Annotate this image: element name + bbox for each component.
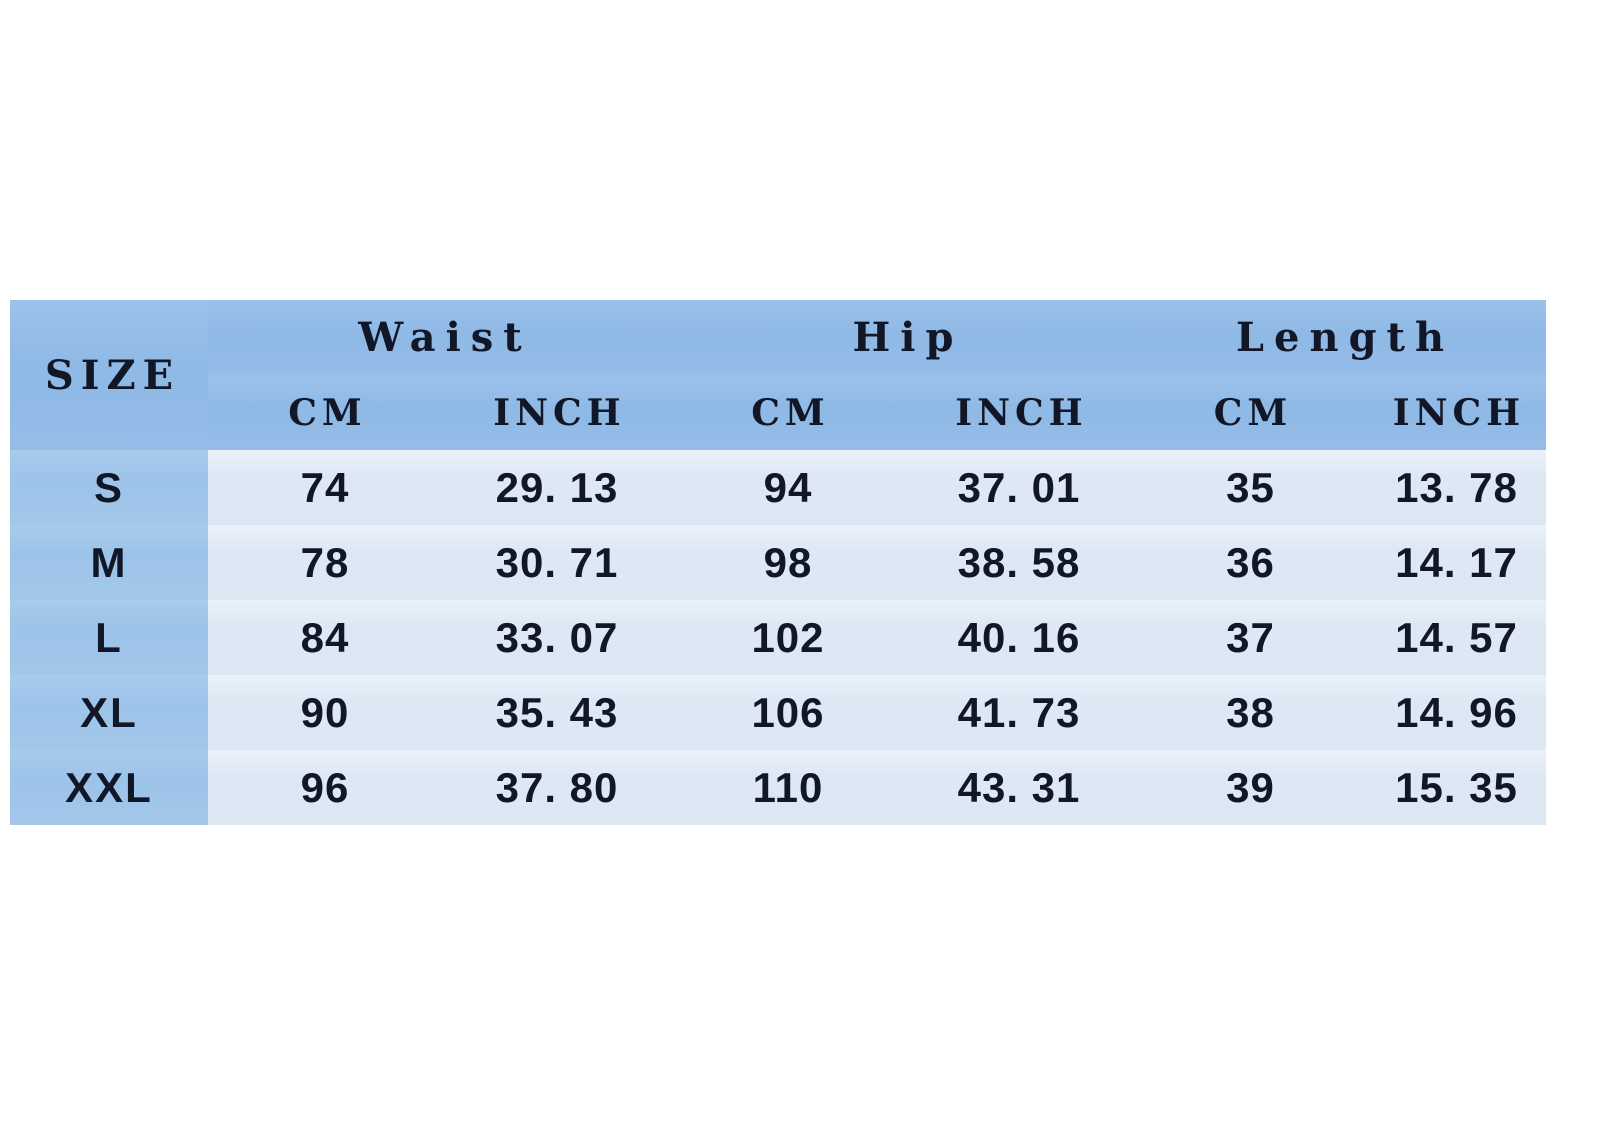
cell-size: XL (10, 675, 208, 750)
cell-waist-cm: 78 (208, 525, 442, 600)
cell-hip-inch: 38. 58 (904, 525, 1134, 600)
cell-length-cm: 38 (1134, 675, 1367, 750)
header-cell-length-cm: CM (1134, 375, 1367, 450)
cell-length-cm: 39 (1134, 750, 1367, 825)
cell-size: S (10, 450, 208, 525)
size-chart-table: SIZE Waist Hip Length CM INCH CM INCH CM… (10, 300, 1546, 825)
cell-size: L (10, 600, 208, 675)
cell-waist-inch: 30. 71 (442, 525, 672, 600)
header-cell-group-waist: Waist (208, 300, 672, 375)
cell-hip-cm: 98 (672, 525, 904, 600)
cell-hip-inch: 43. 31 (904, 750, 1134, 825)
cell-length-inch: 15. 35 (1367, 750, 1546, 825)
cell-waist-inch: 33. 07 (442, 600, 672, 675)
cell-length-cm: 35 (1134, 450, 1367, 525)
cell-waist-inch: 29. 13 (442, 450, 672, 525)
header-cell-group-length: Length (1134, 300, 1546, 375)
header-cell-hip-cm: CM (672, 375, 904, 450)
table-row: L 84 33. 07 102 40. 16 37 14. 57 (10, 600, 1546, 675)
cell-length-inch: 13. 78 (1367, 450, 1546, 525)
header-cell-waist-cm: CM (208, 375, 442, 450)
cell-hip-inch: 37. 01 (904, 450, 1134, 525)
table-row: XXL 96 37. 80 110 43. 31 39 15. 35 (10, 750, 1546, 825)
table-header-row-groups: SIZE Waist Hip Length (10, 300, 1546, 450)
cell-hip-inch: 40. 16 (904, 600, 1134, 675)
table-row: XL 90 35. 43 106 41. 73 38 14. 96 (10, 675, 1546, 750)
cell-hip-cm: 106 (672, 675, 904, 750)
table-row: M 78 30. 71 98 38. 58 36 14. 17 (10, 525, 1546, 600)
cell-length-cm: 36 (1134, 525, 1367, 600)
cell-waist-cm: 96 (208, 750, 442, 825)
header-cell-group-hip: Hip (672, 300, 1134, 375)
header-cell-length-inch: INCH (1367, 375, 1546, 450)
cell-waist-inch: 35. 43 (442, 675, 672, 750)
header-cell-hip-inch: INCH (904, 375, 1134, 450)
cell-length-inch: 14. 96 (1367, 675, 1546, 750)
cell-waist-cm: 84 (208, 600, 442, 675)
cell-waist-cm: 90 (208, 675, 442, 750)
cell-hip-inch: 41. 73 (904, 675, 1134, 750)
cell-hip-cm: 102 (672, 600, 904, 675)
cell-length-inch: 14. 57 (1367, 600, 1546, 675)
cell-waist-inch: 37. 80 (442, 750, 672, 825)
cell-hip-cm: 94 (672, 450, 904, 525)
table-header-row-units: CM INCH CM INCH CM INCH (10, 375, 1546, 450)
table-row: S 74 29. 13 94 37. 01 35 13. 78 (10, 450, 1546, 525)
header-cell-waist-inch: INCH (442, 375, 672, 450)
cell-length-inch: 14. 17 (1367, 525, 1546, 600)
cell-length-cm: 37 (1134, 600, 1367, 675)
cell-size: XXL (10, 750, 208, 825)
cell-size: M (10, 525, 208, 600)
cell-hip-cm: 110 (672, 750, 904, 825)
cell-waist-cm: 74 (208, 450, 442, 525)
header-cell-size: SIZE (10, 300, 208, 450)
